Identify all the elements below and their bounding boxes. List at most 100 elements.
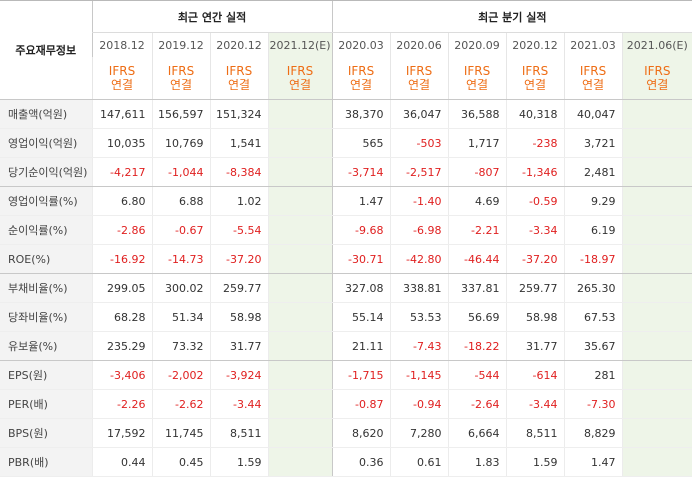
annual-value-cell: 300.02 [151, 273, 210, 303]
consolidated-label: 연결 [523, 78, 547, 92]
table-row: 유보율(%) 235.29 73.32 31.77 21.11 -7.43 -18.22 31… [0, 331, 693, 361]
quarter-group-title: 최근 분기 실적 [331, 0, 693, 33]
annual-value-cell: 68.28 [91, 302, 152, 332]
ifrs-badge-annual-1[interactable]: IFRS 연결 [151, 57, 210, 100]
row-label: PER(배) [0, 389, 92, 419]
quarter-value-cell: 8,511 [505, 418, 565, 448]
quarter-value-cell: -238 [505, 128, 565, 158]
annual-value-cell: 259.77 [209, 273, 268, 303]
period-header-annual-1: 2019.12 [151, 32, 210, 57]
ifrs-badge-annual-0[interactable]: IFRS 연결 [91, 57, 152, 100]
quarter-value-cell: -42.80 [389, 244, 449, 274]
ifrs-badge-quarter-3[interactable]: IFRS 연결 [505, 57, 565, 100]
quarter-value-cell [621, 360, 693, 390]
quarter-value-cell: 40,047 [563, 99, 623, 129]
annual-value-cell: -4,217 [91, 157, 152, 187]
row-label: ROE(%) [0, 244, 92, 274]
annual-value-cell: -14.73 [151, 244, 210, 274]
period-header-quarter-2: 2020.09 [447, 32, 507, 57]
annual-value-cell: -5.54 [209, 215, 268, 245]
quarter-value-cell: -1,145 [389, 360, 449, 390]
annual-value-cell: -2.26 [91, 389, 152, 419]
annual-value-cell: 51.34 [151, 302, 210, 332]
quarter-value-cell: 8,829 [563, 418, 623, 448]
ifrs-label: IFRS [644, 64, 671, 78]
quarter-value-cell [621, 186, 693, 216]
quarter-value-cell: -18.97 [563, 244, 623, 274]
period-header-row: 2018.12 2019.12 2020.12 2021.12(E) 2020.03 20… [0, 32, 693, 57]
quarter-value-cell: 40,318 [505, 99, 565, 129]
quarter-value-cell: -2.64 [447, 389, 507, 419]
quarter-value-cell: 1.83 [447, 447, 507, 477]
quarter-value-cell [621, 215, 693, 245]
period-header-quarter-5: 2021.06(E) [621, 32, 693, 57]
quarter-value-cell: -807 [447, 157, 507, 187]
quarter-value-cell: -3.34 [505, 215, 565, 245]
quarter-value-cell: 53.53 [389, 302, 449, 332]
ifrs-badge-annual-3[interactable]: IFRS 연결 [267, 57, 333, 100]
row-label: EPS(원) [0, 360, 92, 390]
ifrs-badge-quarter-0[interactable]: IFRS 연결 [331, 57, 391, 100]
consolidated-label: 연결 [288, 78, 312, 92]
ifrs-label: IFRS [521, 64, 549, 78]
quarter-value-cell: 35.67 [563, 331, 623, 361]
annual-value-cell: -2.86 [91, 215, 152, 245]
annual-value-cell [267, 302, 333, 332]
quarter-value-cell: 1.47 [563, 447, 623, 477]
annual-value-cell [267, 128, 333, 158]
annual-value-cell: -2,002 [151, 360, 210, 390]
annual-value-cell [267, 360, 333, 390]
table-row: BPS(원) 17,592 11,745 8,511 8,620 7,280 6,664 8,… [0, 418, 693, 448]
consolidated-label: 연결 [465, 78, 489, 92]
ifrs-badge-quarter-4[interactable]: IFRS 연결 [563, 57, 623, 100]
quarter-value-cell: -503 [389, 128, 449, 158]
quarter-value-cell: -1.40 [389, 186, 449, 216]
quarter-value-cell: -3.44 [505, 389, 565, 419]
annual-value-cell: -3,924 [209, 360, 268, 390]
quarter-value-cell: 265.30 [563, 273, 623, 303]
quarter-value-cell [621, 157, 693, 187]
quarter-value-cell: -1,346 [505, 157, 565, 187]
quarter-value-cell: -7.43 [389, 331, 449, 361]
quarter-value-cell: 259.77 [505, 273, 565, 303]
ifrs-badge-quarter-2[interactable]: IFRS 연결 [447, 57, 507, 100]
row-label: 매출액(억원) [0, 99, 92, 129]
annual-value-cell: 6.80 [91, 186, 152, 216]
row-label: 유보율(%) [0, 331, 92, 361]
annual-value-cell [267, 273, 333, 303]
quarter-value-cell: -1,715 [331, 360, 391, 390]
period-header-quarter-1: 2020.06 [389, 32, 449, 57]
quarter-value-cell: 327.08 [331, 273, 391, 303]
quarter-value-cell: 36,047 [389, 99, 449, 129]
quarter-value-cell: -0.59 [505, 186, 565, 216]
period-header-quarter-4: 2021.03 [563, 32, 623, 57]
annual-value-cell: 299.05 [91, 273, 152, 303]
annual-value-cell: -2.62 [151, 389, 210, 419]
ifrs-label: IFRS [579, 64, 607, 78]
table-row: 당좌비율(%) 68.28 51.34 58.98 55.14 53.53 56.69 58.… [0, 302, 693, 332]
quarter-value-cell: -2.21 [447, 215, 507, 245]
annual-value-cell: 31.77 [209, 331, 268, 361]
ifrs-header-row: IFRS 연결 IFRS 연결 IFRS 연결 IFRS 연결 IFRS 연결 IFRS 연결 IFRS… [0, 57, 693, 100]
row-label: 영업이익(억원) [0, 128, 92, 158]
quarter-value-cell: -46.44 [447, 244, 507, 274]
quarter-value-cell: 67.53 [563, 302, 623, 332]
table-row: 영업이익률(%) 6.80 6.88 1.02 1.47 -1.40 4.69 -0.59 9.… [0, 186, 693, 216]
quarter-value-cell: 1,717 [447, 128, 507, 158]
quarter-value-cell: -0.87 [331, 389, 391, 419]
row-label: 부채비율(%) [0, 273, 92, 303]
annual-value-cell: 10,769 [151, 128, 210, 158]
annual-value-cell: 73.32 [151, 331, 210, 361]
ifrs-badge-quarter-1[interactable]: IFRS 연결 [389, 57, 449, 100]
annual-value-cell: 147,611 [91, 99, 152, 129]
annual-value-cell: 0.44 [91, 447, 152, 477]
quarter-value-cell: 2,481 [563, 157, 623, 187]
quarter-value-cell: 1.47 [331, 186, 391, 216]
quarter-value-cell: 565 [331, 128, 391, 158]
quarter-value-cell: -0.94 [389, 389, 449, 419]
ifrs-badge-quarter-5[interactable]: IFRS 연결 [621, 57, 693, 100]
quarter-value-cell: -7.30 [563, 389, 623, 419]
ifrs-badge-annual-2[interactable]: IFRS 연결 [209, 57, 268, 100]
consolidated-label: 연결 [227, 78, 251, 92]
ifrs-label: IFRS [108, 64, 136, 78]
